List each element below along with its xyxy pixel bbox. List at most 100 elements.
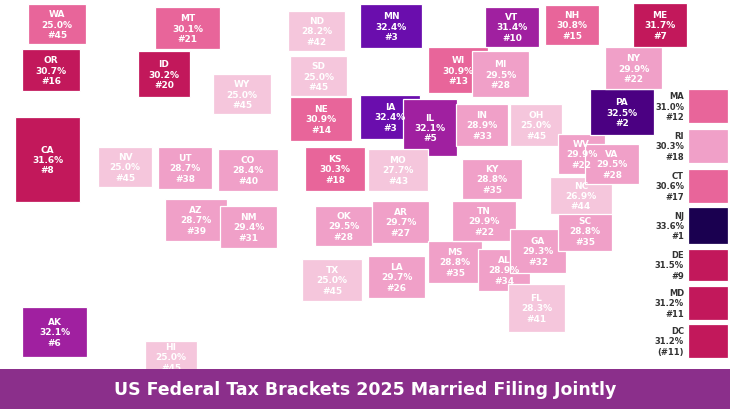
Text: WV
29.9%
#22: WV 29.9% #22 [566,140,597,169]
Text: DC
31.2%
(#11): DC 31.2% (#11) [655,326,684,356]
FancyBboxPatch shape [585,145,639,184]
FancyBboxPatch shape [688,170,728,204]
FancyBboxPatch shape [305,148,365,191]
Text: KS
30.3%
#18: KS 30.3% #18 [320,155,350,184]
Text: DE
31.5%
#9: DE 31.5% #9 [655,251,684,280]
Text: KY
28.8%
#35: KY 28.8% #35 [477,165,507,194]
Text: HI
25.0%
#45: HI 25.0% #45 [155,342,186,372]
FancyBboxPatch shape [508,284,565,332]
FancyBboxPatch shape [688,286,728,320]
FancyBboxPatch shape [22,50,80,92]
Text: MN
32.4%
#3: MN 32.4% #3 [375,12,407,42]
Text: RI
30.3%
#18: RI 30.3% #18 [655,132,684,162]
Text: AR
29.7%
#27: AR 29.7% #27 [385,208,416,237]
FancyBboxPatch shape [688,249,728,281]
Text: IN
28.9%
#33: IN 28.9% #33 [466,111,498,140]
FancyBboxPatch shape [145,341,197,373]
Text: OK
29.5%
#28: OK 29.5% #28 [328,212,359,241]
FancyBboxPatch shape [510,229,566,273]
FancyBboxPatch shape [22,307,87,357]
FancyBboxPatch shape [360,5,422,49]
FancyBboxPatch shape [155,8,220,50]
FancyBboxPatch shape [28,5,86,45]
FancyBboxPatch shape [368,150,428,191]
Text: WY
25.0%
#45: WY 25.0% #45 [226,80,258,110]
Text: NY
29.9%
#22: NY 29.9% #22 [618,54,649,83]
FancyBboxPatch shape [550,178,612,214]
FancyBboxPatch shape [158,148,212,189]
Text: IL
32.1%
#5: IL 32.1% #5 [415,113,445,143]
Text: MO
27.7%
#43: MO 27.7% #43 [383,156,414,185]
FancyBboxPatch shape [688,130,728,164]
Text: WI
30.9%
#13: WI 30.9% #13 [442,56,474,85]
Text: TN
29.9%
#22: TN 29.9% #22 [469,207,500,236]
Text: US Federal Tax Brackets 2025 Married Filing Jointly: US Federal Tax Brackets 2025 Married Fil… [114,380,616,398]
FancyBboxPatch shape [290,98,352,142]
FancyBboxPatch shape [372,202,429,243]
FancyBboxPatch shape [220,207,277,248]
Text: ME
31.7%
#7: ME 31.7% #7 [645,11,676,40]
Text: NM
29.4%
#31: NM 29.4% #31 [233,213,264,242]
Text: OH
25.0%
#45: OH 25.0% #45 [520,111,551,140]
FancyBboxPatch shape [558,211,612,252]
FancyBboxPatch shape [213,75,271,115]
Text: ID
30.2%
#20: ID 30.2% #20 [148,60,180,90]
Text: MD
31.2%
#11: MD 31.2% #11 [655,288,684,318]
Text: SC
28.8%
#35: SC 28.8% #35 [569,217,601,246]
Text: CA
31.6%
#8: CA 31.6% #8 [32,145,63,175]
Text: VA
29.5%
#28: VA 29.5% #28 [596,150,628,179]
FancyBboxPatch shape [138,52,190,98]
FancyBboxPatch shape [688,90,728,124]
Text: MA
31.0%
#12: MA 31.0% #12 [655,92,684,121]
FancyBboxPatch shape [558,135,605,175]
Text: TX
25.0%
#45: TX 25.0% #45 [317,265,347,295]
FancyBboxPatch shape [688,207,728,245]
Text: NJ
33.6%
#1: NJ 33.6% #1 [655,211,684,240]
FancyBboxPatch shape [428,241,482,283]
Text: CO
28.4%
#40: CO 28.4% #40 [232,156,264,185]
Text: FL
28.3%
#41: FL 28.3% #41 [521,294,552,323]
FancyBboxPatch shape [605,48,662,90]
FancyBboxPatch shape [302,259,362,301]
Text: MT
30.1%
#21: MT 30.1% #21 [172,14,203,44]
Text: NH
30.8%
#15: NH 30.8% #15 [556,11,588,40]
Text: NV
25.0%
#45: NV 25.0% #45 [110,153,140,182]
FancyBboxPatch shape [456,105,508,147]
FancyBboxPatch shape [403,100,457,157]
FancyBboxPatch shape [360,96,420,139]
FancyBboxPatch shape [218,150,278,191]
FancyBboxPatch shape [98,148,152,188]
Text: PA
32.5%
#2: PA 32.5% #2 [607,98,637,128]
Text: MS
28.8%
#35: MS 28.8% #35 [439,247,471,277]
FancyBboxPatch shape [428,48,488,94]
FancyBboxPatch shape [452,202,516,241]
FancyBboxPatch shape [368,256,425,298]
Text: AK
32.1%
#6: AK 32.1% #6 [39,317,70,347]
Text: CT
30.6%
#17: CT 30.6% #17 [655,172,684,201]
Text: NE
30.9%
#14: NE 30.9% #14 [305,105,337,135]
Text: UT
28.7%
#38: UT 28.7% #38 [169,154,201,183]
FancyBboxPatch shape [15,118,80,202]
FancyBboxPatch shape [633,4,687,48]
Text: NC
26.9%
#44: NC 26.9% #44 [565,181,596,211]
FancyBboxPatch shape [288,12,345,52]
FancyBboxPatch shape [315,207,372,246]
FancyBboxPatch shape [485,8,539,48]
FancyBboxPatch shape [590,90,654,136]
Text: LA
29.7%
#26: LA 29.7% #26 [381,263,412,292]
FancyBboxPatch shape [0,369,730,409]
FancyBboxPatch shape [472,52,529,98]
Text: SD
25.0%
#45: SD 25.0% #45 [303,62,334,92]
FancyBboxPatch shape [545,6,599,46]
FancyBboxPatch shape [478,249,530,291]
FancyBboxPatch shape [290,57,347,97]
Text: ND
28.2%
#42: ND 28.2% #42 [301,17,332,47]
FancyBboxPatch shape [510,105,562,147]
FancyBboxPatch shape [688,324,728,358]
Text: OR
30.7%
#16: OR 30.7% #16 [36,56,66,85]
Text: AZ
28.7%
#39: AZ 28.7% #39 [180,206,212,235]
Text: GA
29.3%
#32: GA 29.3% #32 [523,237,553,266]
Text: AL
28.9%
#34: AL 28.9% #34 [488,256,520,285]
FancyBboxPatch shape [462,160,522,200]
FancyBboxPatch shape [165,200,227,241]
